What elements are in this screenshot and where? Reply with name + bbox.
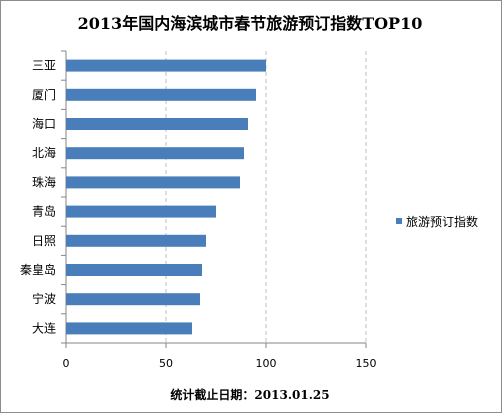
- x-tick-label: 150: [356, 357, 377, 370]
- bar: [66, 205, 216, 218]
- category-label: 秦皇岛: [20, 262, 56, 277]
- legend-label: 旅游预订指数: [406, 214, 478, 229]
- x-tick-label: 100: [256, 357, 277, 370]
- legend: 旅游预订指数: [396, 214, 478, 229]
- category-label: 大连: [32, 320, 56, 335]
- bar: [66, 264, 202, 276]
- legend-swatch: [396, 218, 402, 224]
- x-tick-label: 50: [159, 357, 173, 370]
- category-label: 宁波: [32, 291, 56, 306]
- bar: [66, 59, 266, 72]
- bar: [66, 118, 248, 130]
- category-label: 三亚: [32, 59, 56, 73]
- chart-title: 2013年国内海滨城市春节旅游预订指数TOP10: [77, 14, 423, 33]
- bar: [66, 322, 192, 335]
- x-tick-labels: 0 50 100 150: [63, 357, 377, 370]
- bar: [66, 234, 206, 247]
- bar: [66, 88, 256, 101]
- bars: [66, 59, 266, 335]
- footnote: 统计截止日期：2013.01.25: [170, 388, 330, 402]
- bar: [66, 176, 240, 189]
- category-label: 北海: [32, 145, 56, 160]
- category-label: 厦门: [32, 87, 56, 102]
- category-label: 珠海: [32, 174, 56, 189]
- category-label: 青岛: [32, 204, 56, 219]
- category-label: 日照: [32, 234, 56, 248]
- x-tick-label: 0: [63, 357, 70, 370]
- category-label: 海口: [32, 116, 56, 131]
- bar: [66, 293, 200, 306]
- bar: [66, 147, 244, 160]
